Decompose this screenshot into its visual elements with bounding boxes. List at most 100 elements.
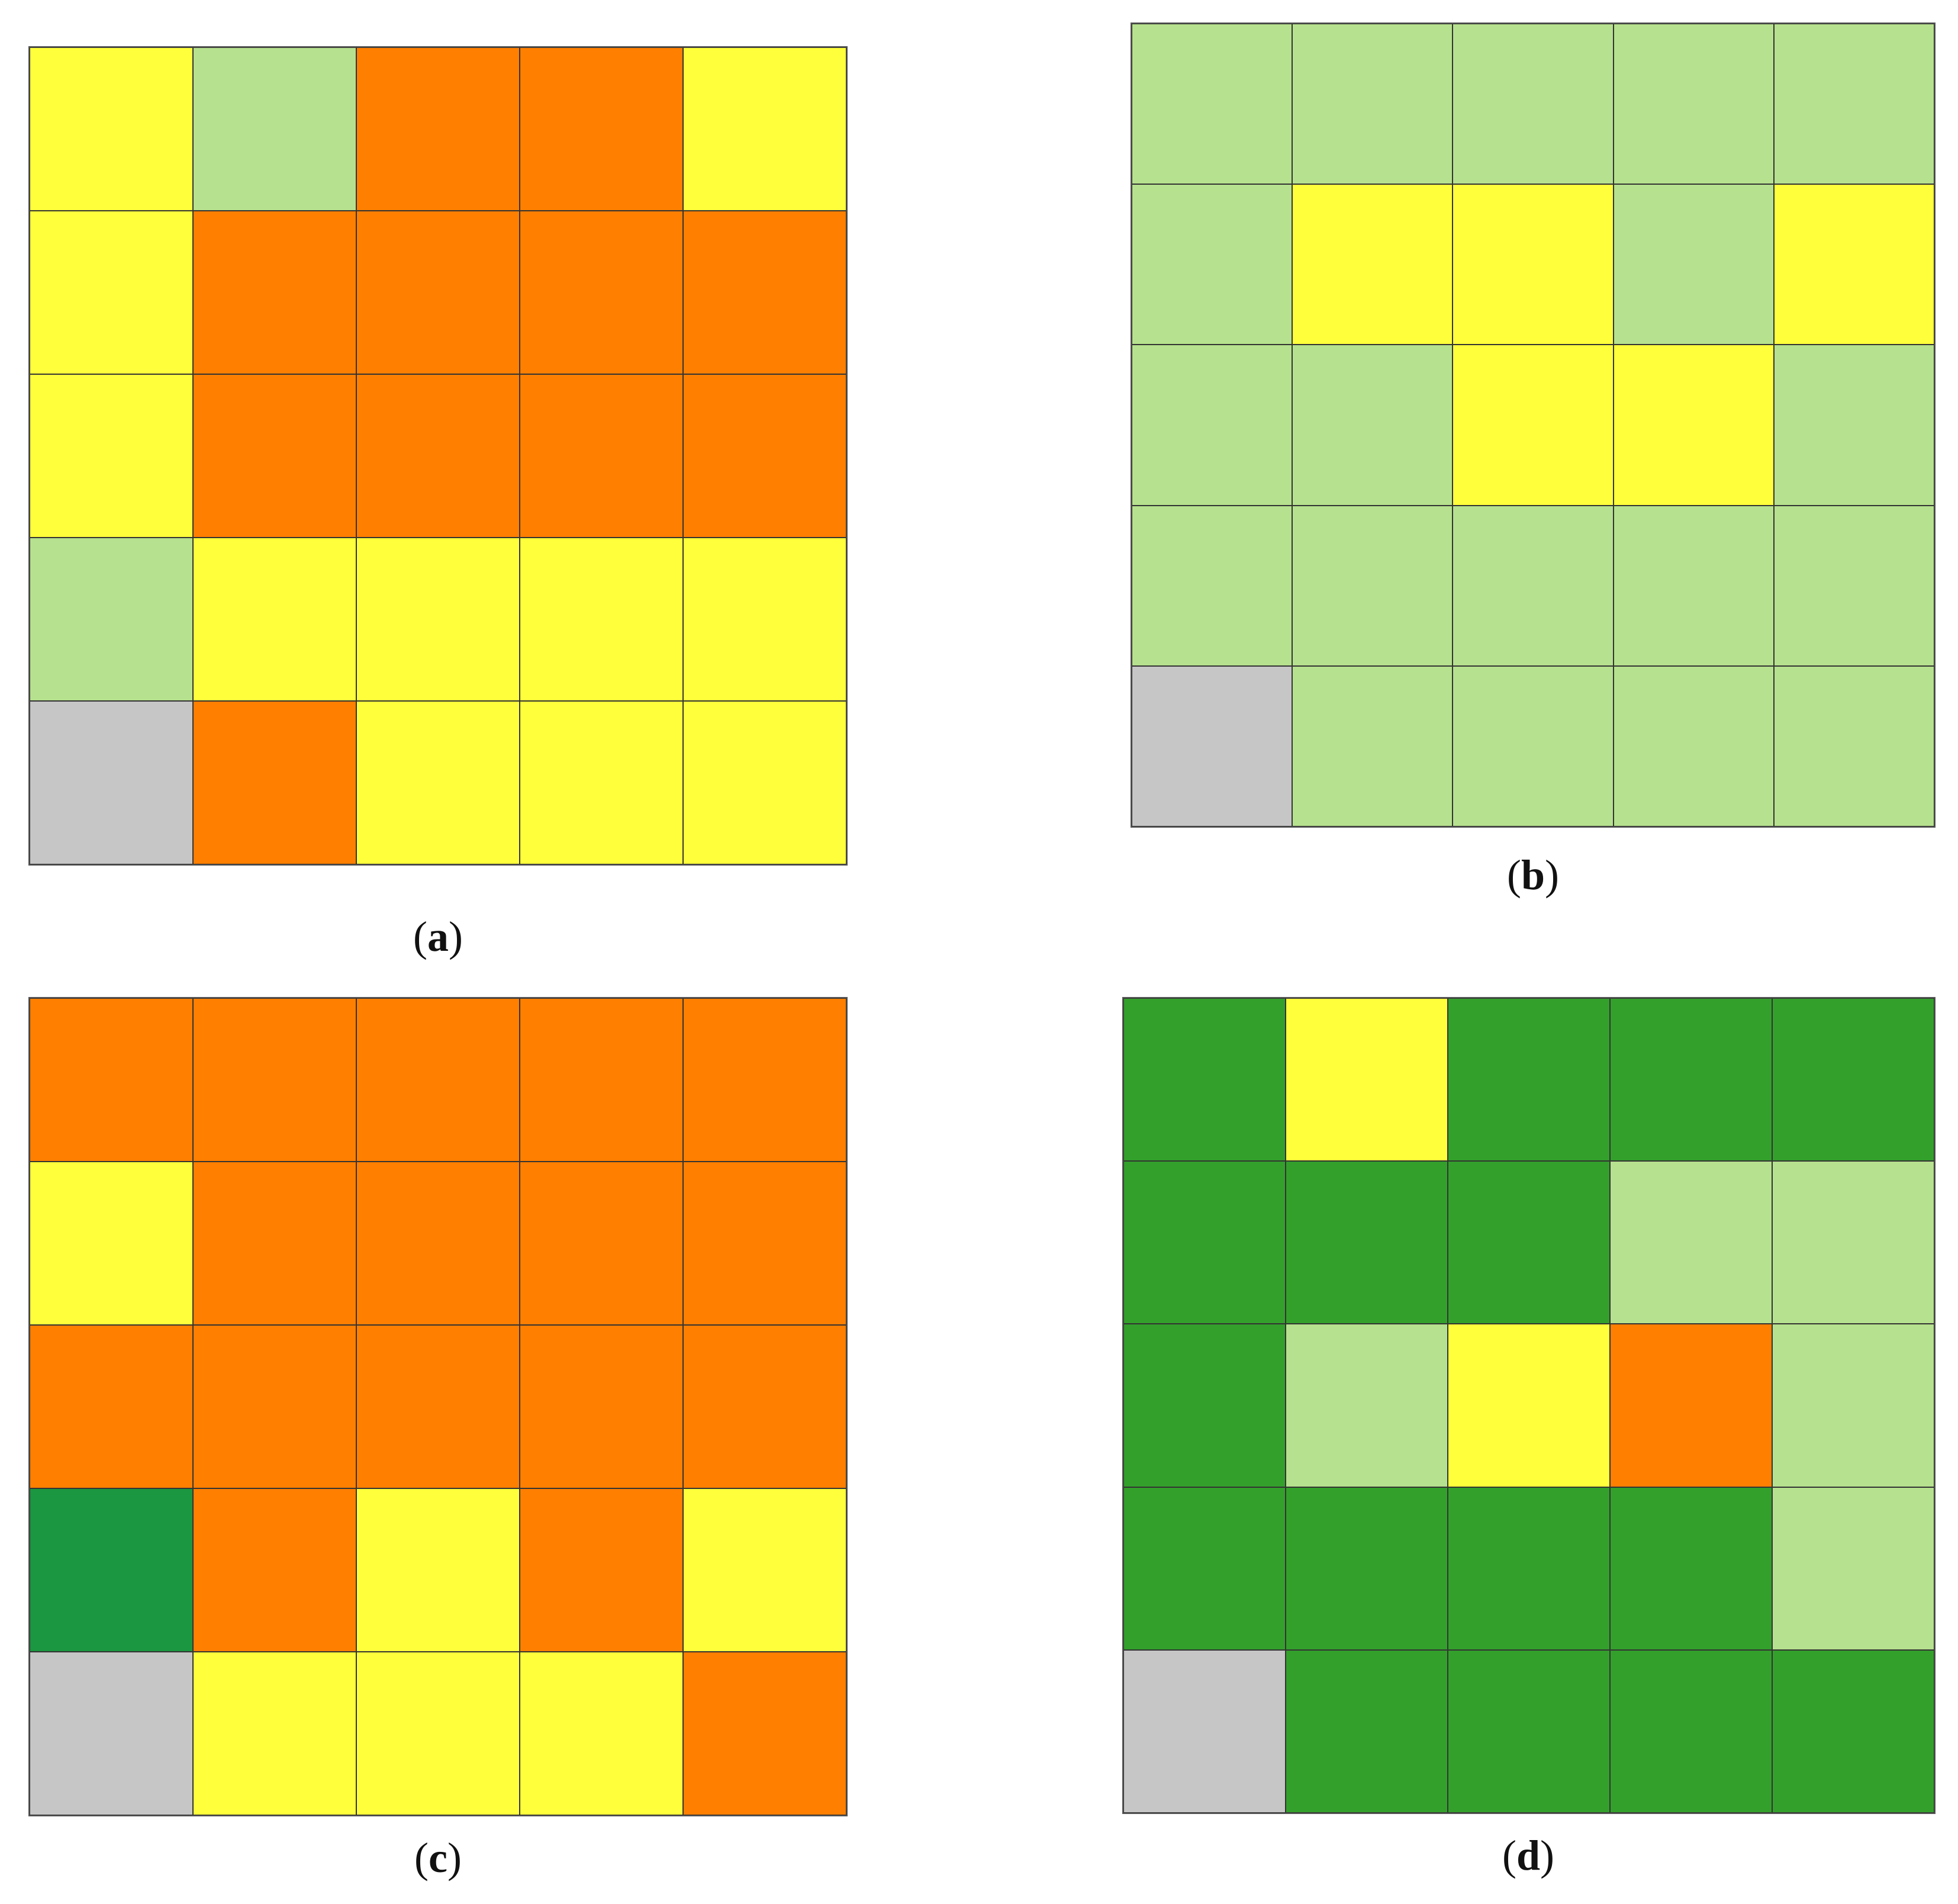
grid-cell (1286, 1161, 1448, 1324)
grid-cell (30, 538, 193, 701)
grid-cell (193, 538, 356, 701)
grid-cell (520, 1652, 683, 1815)
grid-cell (30, 1652, 193, 1815)
panel-c-grid (28, 997, 848, 1816)
panel-b-label: b (1521, 851, 1545, 899)
grid-cell (1448, 1649, 1610, 1813)
grid-cell (1132, 505, 1293, 666)
grid-cell (1613, 505, 1774, 666)
grid-cell (1773, 505, 1934, 666)
grid-cell (1292, 665, 1453, 826)
grid-cell (356, 1488, 520, 1652)
grid-cell (30, 47, 193, 211)
grid-cell (520, 1162, 683, 1325)
grid-cell (683, 1488, 846, 1652)
grid-cell (683, 1162, 846, 1325)
grid-cell (683, 1325, 846, 1488)
grid-cell (1123, 1324, 1286, 1487)
grid-cell (1286, 1487, 1448, 1650)
grid-cell (1453, 505, 1614, 666)
grid-cell (1453, 184, 1614, 345)
grid-cell (193, 1325, 356, 1488)
grid-cell (1610, 998, 1772, 1162)
panel-d-grid (1122, 997, 1936, 1814)
panel-c-label: c (429, 1834, 447, 1882)
grid-cell (520, 1488, 683, 1652)
grid-cell (30, 1325, 193, 1488)
grid-cell (683, 998, 846, 1162)
grid-cell (1132, 184, 1293, 345)
grid-cell (1453, 665, 1614, 826)
grid-cell (1610, 1487, 1772, 1650)
grid-cell (193, 701, 356, 864)
grid-cell (1772, 1324, 1934, 1487)
grid-cell (1132, 345, 1293, 506)
panel-a-caption: (a) (413, 913, 463, 960)
grid-cell (1613, 24, 1774, 185)
grid-cell (520, 998, 683, 1162)
grid-cell (1610, 1161, 1772, 1324)
grid-cell (1772, 998, 1934, 1162)
grid-cell (520, 374, 683, 538)
grid-cell (1773, 345, 1934, 506)
grid-cell (1448, 1161, 1610, 1324)
grid-cell (1610, 1324, 1772, 1487)
grid-cell (30, 1162, 193, 1325)
grid-cell (1286, 1324, 1448, 1487)
grid-cell (683, 701, 846, 864)
grid-cell (1292, 345, 1453, 506)
grid-cell (356, 998, 520, 1162)
grid-cell (520, 1325, 683, 1488)
grid-cell (356, 211, 520, 374)
panel-a-grid (28, 46, 848, 866)
grid-cell (193, 1652, 356, 1815)
grid-cell (356, 47, 520, 211)
grid-cell (193, 47, 356, 211)
grid-cell (1772, 1487, 1934, 1650)
grid-cell (1286, 1649, 1448, 1813)
grid-cell (1773, 665, 1934, 826)
grid-cell (1123, 1487, 1286, 1650)
grid-cell (30, 1488, 193, 1652)
grid-cell (520, 538, 683, 701)
panel-c-caption: (c) (414, 1834, 462, 1882)
grid-cell (30, 374, 193, 538)
panel-a-label: a (427, 913, 449, 960)
panel-b-grid (1131, 22, 1936, 828)
grid-cell (1773, 184, 1934, 345)
grid-cell (683, 374, 846, 538)
grid-cell (1453, 345, 1614, 506)
grid-cell (193, 211, 356, 374)
grid-cell (1123, 1649, 1286, 1813)
panel-d-caption: (d) (1502, 1832, 1554, 1879)
grid-cell (1132, 24, 1293, 185)
grid-cell (1292, 184, 1453, 345)
grid-cell (1132, 665, 1293, 826)
grid-cell (520, 211, 683, 374)
grid-cell (1448, 1487, 1610, 1650)
grid-cell (1613, 184, 1774, 345)
grid-cell (520, 701, 683, 864)
grid-cell (30, 998, 193, 1162)
grid-cell (1292, 505, 1453, 666)
grid-cell (1772, 1649, 1934, 1813)
grid-cell (683, 211, 846, 374)
grid-cell (1773, 24, 1934, 185)
grid-cell (1772, 1161, 1934, 1324)
grid-cell (1123, 1161, 1286, 1324)
grid-cell (1448, 998, 1610, 1162)
grid-cell (1123, 998, 1286, 1162)
grid-cell (1610, 1649, 1772, 1813)
grid-cell (1613, 345, 1774, 506)
grid-cell (356, 701, 520, 864)
grid-cell (193, 1488, 356, 1652)
grid-cell (30, 701, 193, 864)
panel-b-caption: (b) (1506, 851, 1559, 899)
grid-cell (1292, 24, 1453, 185)
grid-cell (520, 47, 683, 211)
grid-cell (30, 211, 193, 374)
grid-cell (356, 1325, 520, 1488)
grid-cell (356, 1652, 520, 1815)
grid-cell (1448, 1324, 1610, 1487)
grid-cell (683, 47, 846, 211)
